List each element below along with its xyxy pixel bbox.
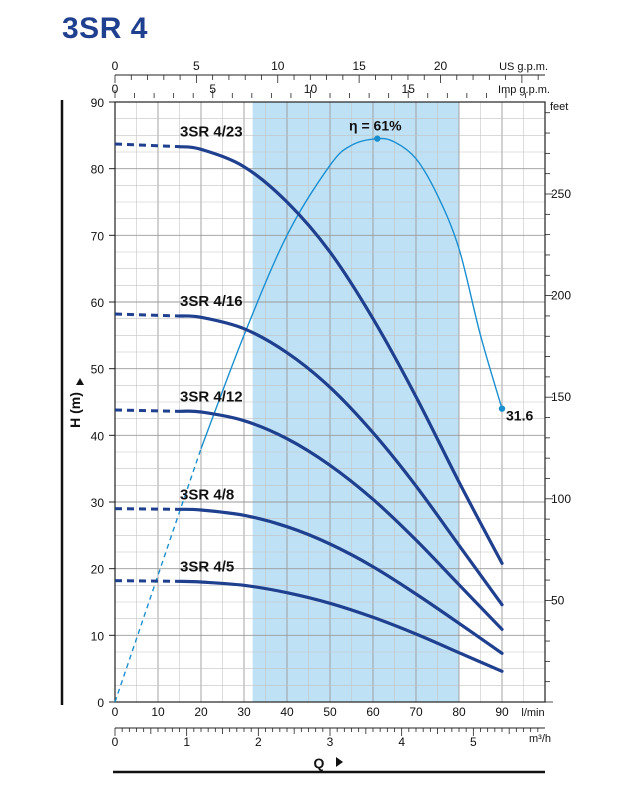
imp-gpm-tick-label: 15 [402,82,416,96]
m3h-tick-label: 4 [398,735,405,749]
y-tick-label: 60 [91,296,105,310]
efficiency-peak-label: η = 61% [349,118,402,134]
feet-tick-label: 250 [551,187,571,201]
feet-tick-label: 200 [551,289,571,303]
pump-curve [177,145,504,565]
y-tick-label: 40 [91,429,105,443]
y-tick-label: 50 [91,363,105,377]
x-tick-label: 20 [194,705,208,719]
m3h-tick-label: 5 [470,735,477,749]
feet-tick-label: 50 [551,593,565,607]
x-tick-label: 10 [151,705,165,719]
lmin-unit-label: l/min [521,707,544,719]
plot-frame [114,101,546,703]
x-tick-label: 40 [280,705,294,719]
us-gpm-tick-label: 20 [434,59,448,73]
feet-unit-label: feet [550,101,568,113]
y-tick-label: 70 [91,229,105,243]
x-axis-arrow-icon [336,757,343,767]
efficiency-end-marker [498,405,506,412]
y-axis-title: H (m) [67,392,83,428]
x-tick-label: 90 [495,705,509,719]
m3h-tick-label: 1 [183,735,190,749]
pump-curve-label: 3SR 4/8 [180,486,234,503]
pump-curve-label: 3SR 4/5 [180,558,234,575]
imp-gpm-tick-label: 10 [304,82,318,96]
us-gpm-unit-label: US g.p.m. [499,61,548,73]
pump-curve-label: 3SR 4/16 [180,293,243,310]
pump-curve-dashed [114,579,180,583]
x-tick-label: 60 [366,705,380,719]
imp-gpm-unit-label: Imp g.p.m. [498,84,550,96]
pump-curve-label: 3SR 4/23 [180,124,243,141]
us-gpm-tick-label: 15 [352,59,366,73]
pump-curve [177,409,504,631]
chart-title: 3SR 4 [62,12,148,45]
m3h-unit-label: m³/h [529,733,551,745]
x-tick-label: 70 [409,705,423,719]
efficiency-end-label: 31.6 [506,408,533,424]
x-tick-label: 0 [112,705,119,719]
m3h-tick-label: 2 [255,735,262,749]
imp-gpm-tick-label: 5 [209,82,216,96]
pump-curve-dashed [114,507,180,511]
m3h-tick-label: 3 [327,735,334,749]
pump-curve-dashed [114,142,180,149]
pump-curve [177,314,504,607]
imp-gpm-tick-label: 0 [112,82,119,96]
us-gpm-tick-label: 5 [193,59,200,73]
efficiency-curve-dashed [114,448,202,703]
pump-curve [177,579,504,673]
x-tick-label: 80 [452,705,466,719]
y-axis-arrow-icon [76,378,84,385]
us-gpm-tick-label: 10 [271,59,285,73]
x-axis-title: Q [314,755,325,771]
x-tick-label: 30 [237,705,251,719]
y-tick-label: 90 [91,96,105,110]
x-tick-label: 50 [323,705,337,719]
y-tick-label: 80 [91,163,105,177]
y-tick-label: 0 [97,696,104,710]
pump-curve-dashed [114,408,180,413]
us-gpm-tick-label: 0 [112,59,119,73]
pump-curve-label: 3SR 4/12 [180,388,243,405]
efficiency-peak-marker [374,135,381,142]
pump-curve [177,507,504,655]
m3h-tick-label: 0 [112,735,119,749]
y-tick-label: 20 [91,563,105,577]
y-tick-label: 10 [91,629,105,643]
feet-tick-label: 100 [551,492,571,506]
pump-curve-dashed [114,312,180,318]
y-tick-label: 30 [91,496,105,510]
feet-tick-label: 150 [551,390,571,404]
